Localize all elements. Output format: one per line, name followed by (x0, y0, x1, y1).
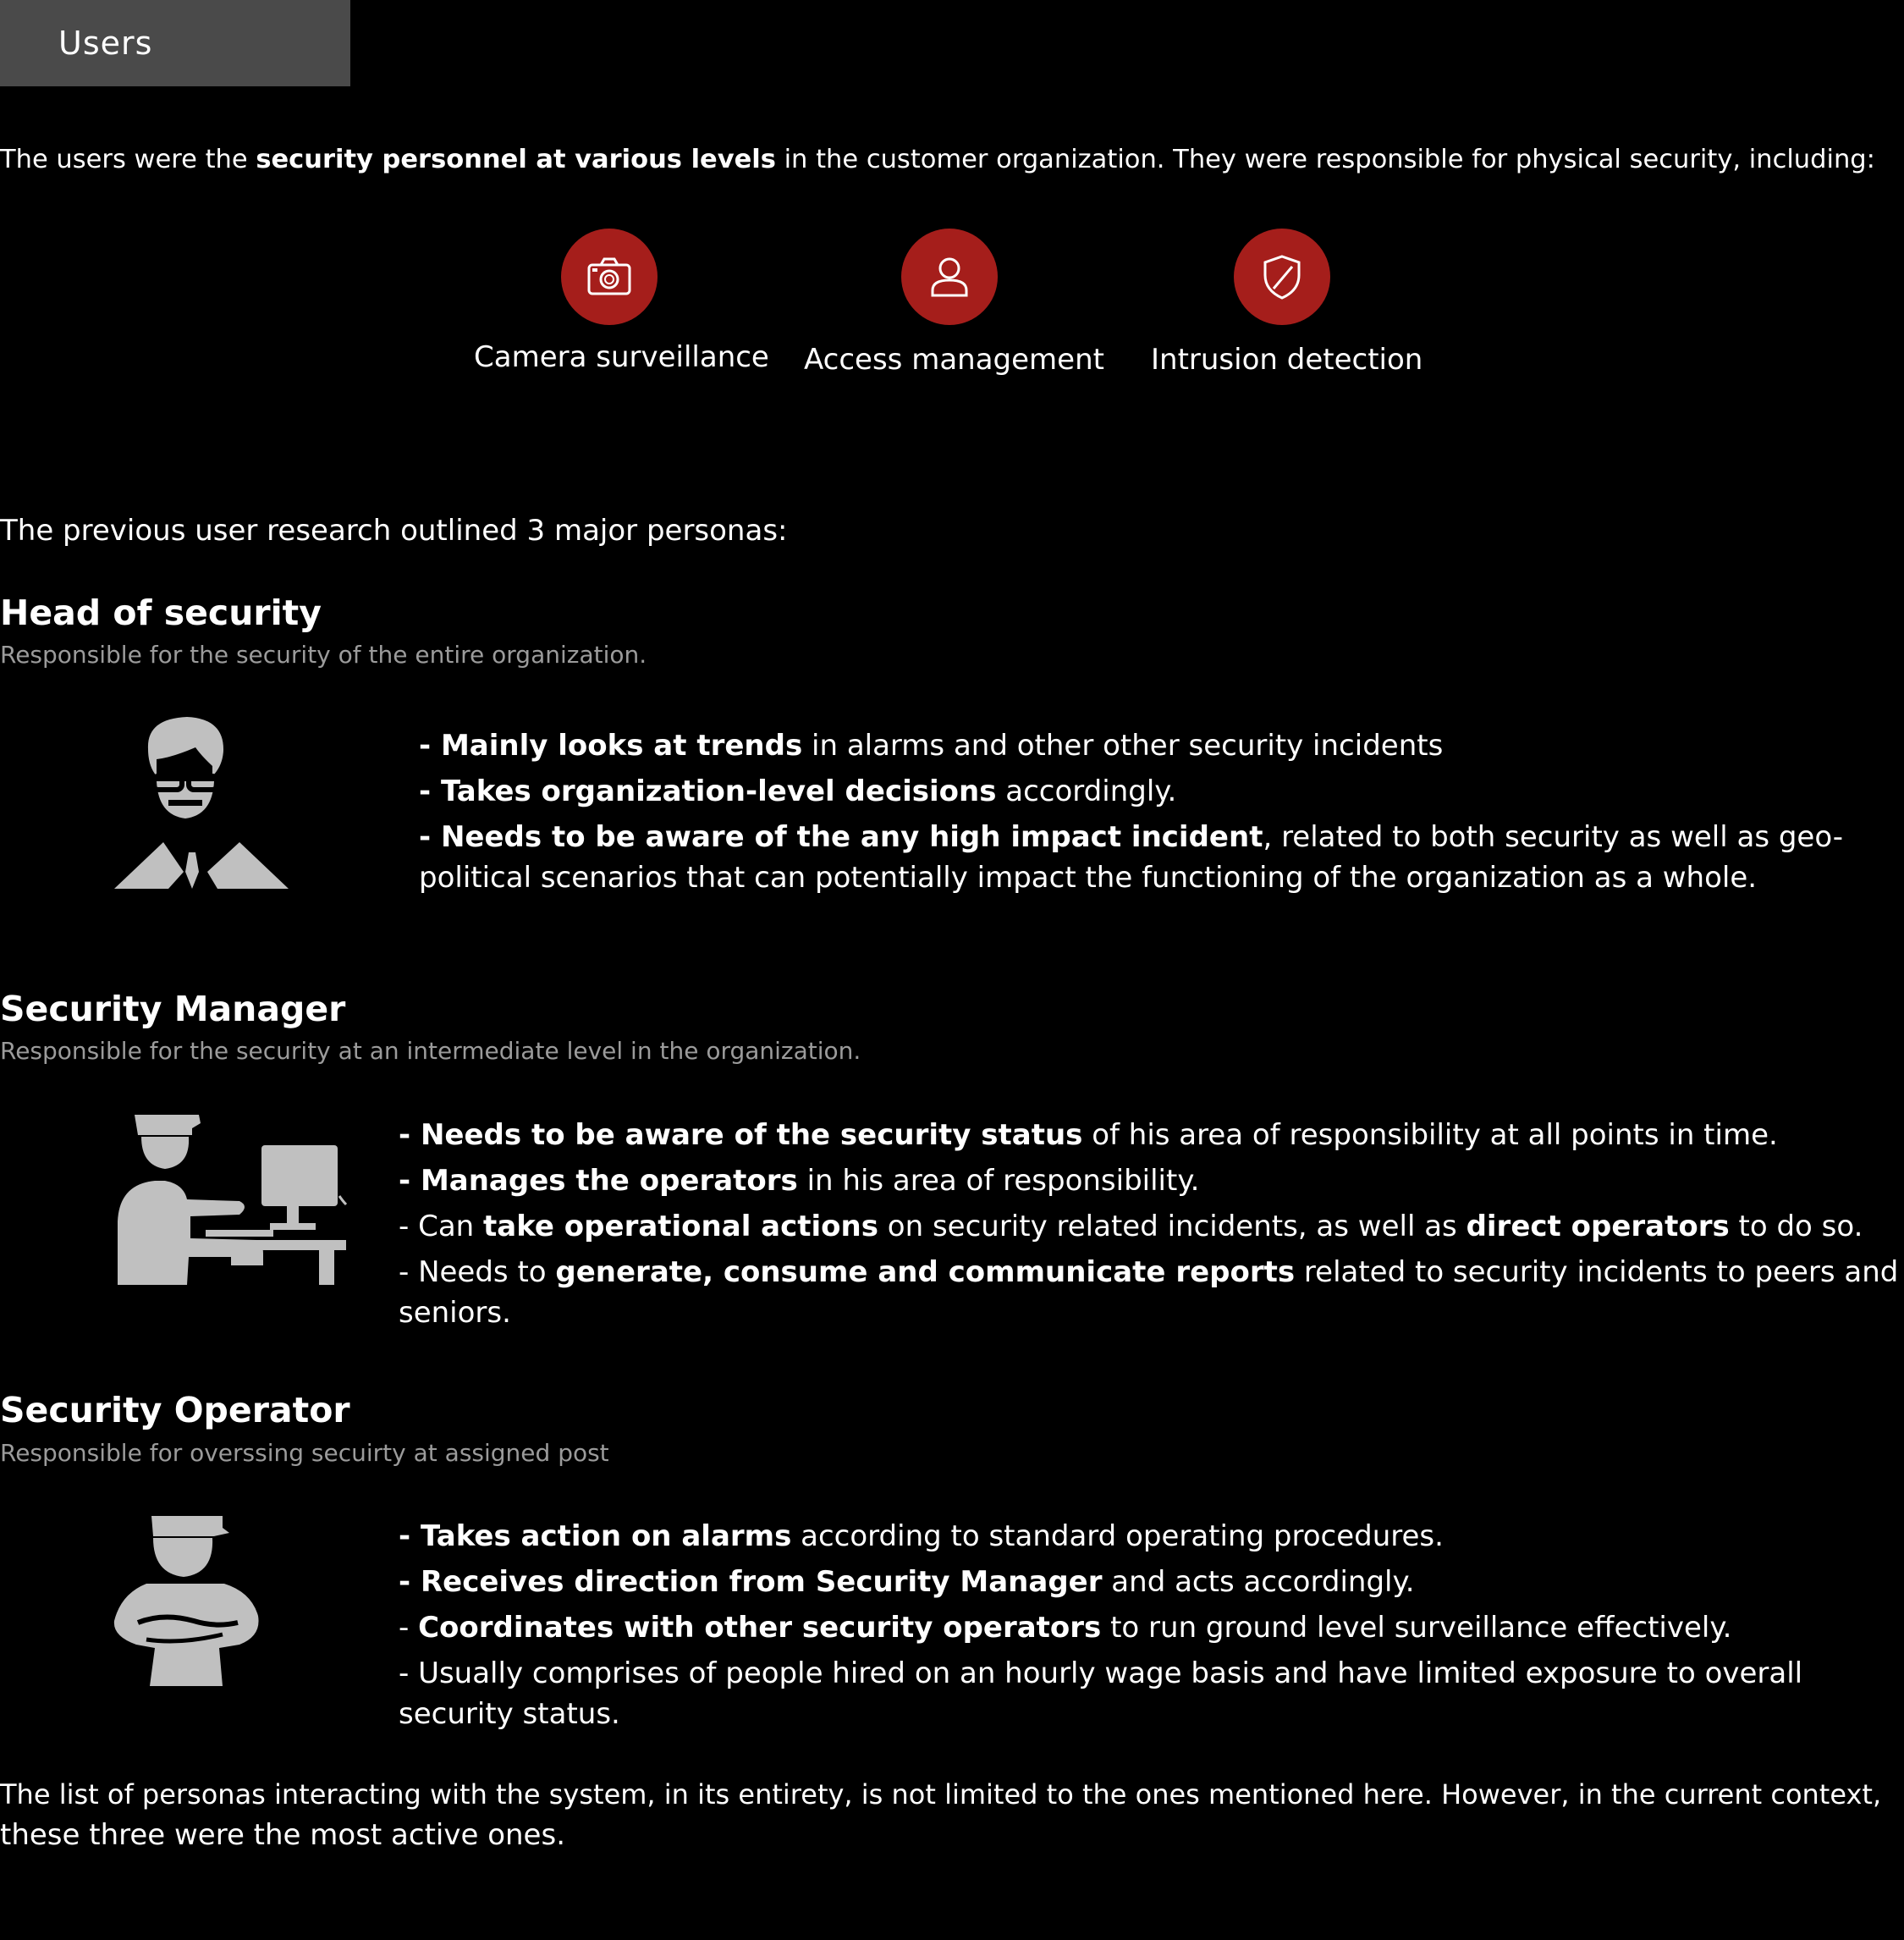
persona-bullet-continuation: security status. (399, 1697, 620, 1731)
intro-text-end: in the customer organization. They were … (775, 145, 1875, 174)
closing-line-1: The list of personas interacting with th… (0, 1778, 1882, 1810)
persona-bullet: - Takes organization-level decisions acc… (419, 774, 1177, 808)
intro-text: The users were the (0, 145, 256, 174)
intro-bold-text: security personnel at various levels (256, 145, 776, 174)
persona-title-head: Head of security (0, 592, 322, 633)
persona-bullet: - Needs to generate, consume and communi… (399, 1255, 1899, 1289)
shield-icon (1234, 229, 1330, 325)
persona-bullet: - Manages the operators in his area of r… (399, 1164, 1200, 1198)
camera-icon (561, 229, 658, 325)
section-tab: Users (0, 0, 350, 86)
security-manager-icon (113, 1111, 349, 1288)
head-of-security-icon (113, 715, 290, 892)
closing-line-2: these three were the most active ones. (0, 1818, 565, 1852)
user-icon (901, 229, 998, 325)
persona-title-operator: Security Operator (0, 1390, 350, 1430)
persona-bullet: - Can take operational actions on securi… (399, 1210, 1863, 1243)
personas-intro: The previous user research outlined 3 ma… (0, 514, 788, 548)
security-operator-icon (113, 1513, 261, 1689)
section-tab-label: Users (58, 25, 153, 62)
persona-bullet: - Coordinates with other security operat… (399, 1611, 1732, 1645)
persona-bullet: - Takes action on alarms according to st… (399, 1519, 1444, 1553)
persona-title-manager: Security Manager (0, 989, 346, 1029)
persona-bullet: - Receives direction from Security Manag… (399, 1565, 1415, 1599)
persona-subtitle-head: Responsible for the security of the enti… (0, 641, 647, 669)
persona-bullet: - Usually comprises of people hired on a… (399, 1656, 1803, 1690)
persona-bullet: - Needs to be aware of the any high impa… (419, 820, 1844, 854)
persona-bullet: - Mainly looks at trends in alarms and o… (419, 729, 1444, 763)
feature-label-access: Access management (804, 343, 1104, 377)
feature-label-intrusion: Intrusion detection (1151, 343, 1423, 377)
persona-bullet-continuation: political scenarios that can potentially… (419, 861, 1758, 895)
persona-bullet-continuation: seniors. (399, 1296, 511, 1330)
persona-bullet: - Needs to be aware of the security stat… (399, 1118, 1778, 1152)
persona-subtitle-operator: Responsible for overssing secuirty at as… (0, 1439, 609, 1467)
intro-paragraph: The users were the security personnel at… (0, 140, 1875, 180)
persona-subtitle-manager: Responsible for the security at an inter… (0, 1037, 861, 1065)
feature-label-camera: Camera surveillance (474, 340, 769, 374)
